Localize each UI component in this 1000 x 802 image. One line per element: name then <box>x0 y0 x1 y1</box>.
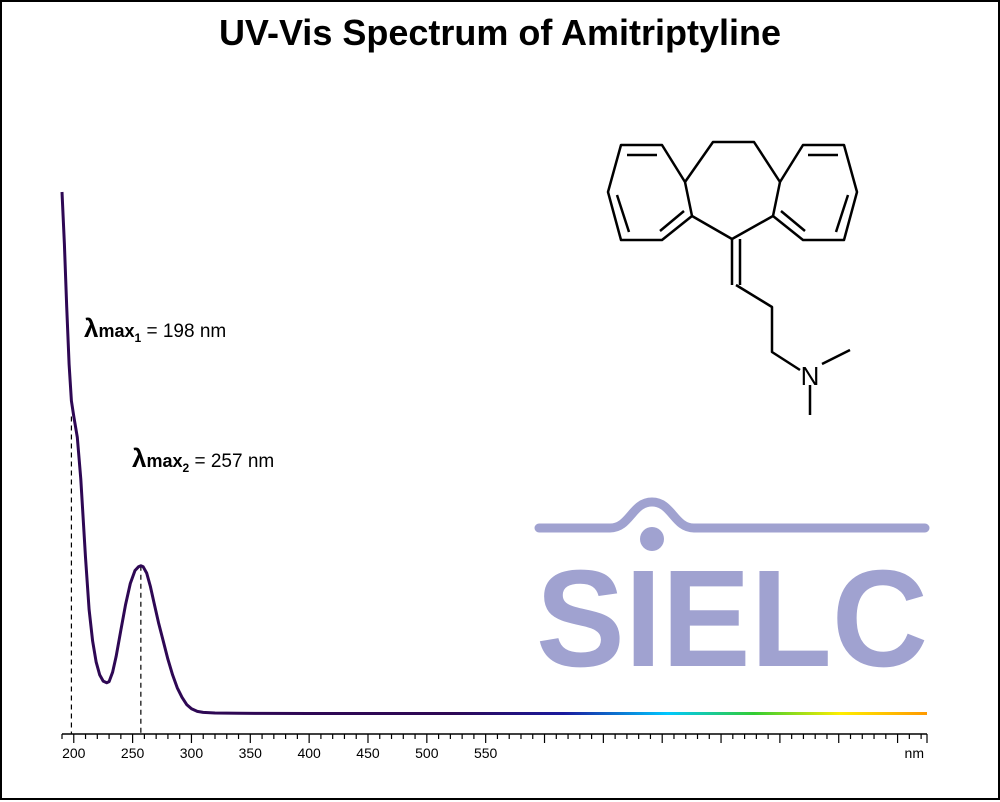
logo-text: SIELC <box>536 542 928 696</box>
x-tick-label: 350 <box>239 745 263 761</box>
x-axis: 200 250 300 350 400 450 500 550 nm <box>61 733 928 761</box>
peak-label: λmax1 = 198 nm <box>84 313 226 345</box>
left-benzene-ring <box>606 143 694 242</box>
peak-annotations: λmax1 = 198 nm λmax2 = 257 nm <box>84 313 274 475</box>
peak-markers <box>70 416 142 734</box>
x-tick-label: 250 <box>121 745 145 761</box>
x-tick-label: 550 <box>474 745 498 761</box>
x-unit-label: nm <box>905 745 924 761</box>
chart-title: UV-Vis Spectrum of Amitriptyline <box>218 12 782 53</box>
x-tick-label: 450 <box>356 745 380 761</box>
spectrum-line <box>60 191 927 715</box>
x-tick-label: 200 <box>62 745 86 761</box>
n-methyl-bonds <box>808 348 851 415</box>
molecule-structure <box>606 140 859 415</box>
x-tick-label: 500 <box>415 745 439 761</box>
x-tick-label: 300 <box>180 745 204 761</box>
propyl-chain <box>735 283 801 372</box>
logo-dot <box>640 527 664 551</box>
ethylene-bridge <box>683 140 782 183</box>
logo-wave <box>534 497 930 533</box>
central-ring-bonds <box>691 214 774 241</box>
sielc-logo: SIELC <box>534 497 930 696</box>
right-benzene-ring <box>771 143 859 242</box>
x-tick-label: 400 <box>297 745 321 761</box>
peak-label: λmax2 = 257 nm <box>132 443 274 475</box>
nitrogen-atom-label: N <box>801 361 820 391</box>
exocyclic-double-bond <box>730 239 742 285</box>
left-ring-inner-bonds <box>615 153 685 233</box>
right-ring-inner-bonds <box>780 153 850 233</box>
